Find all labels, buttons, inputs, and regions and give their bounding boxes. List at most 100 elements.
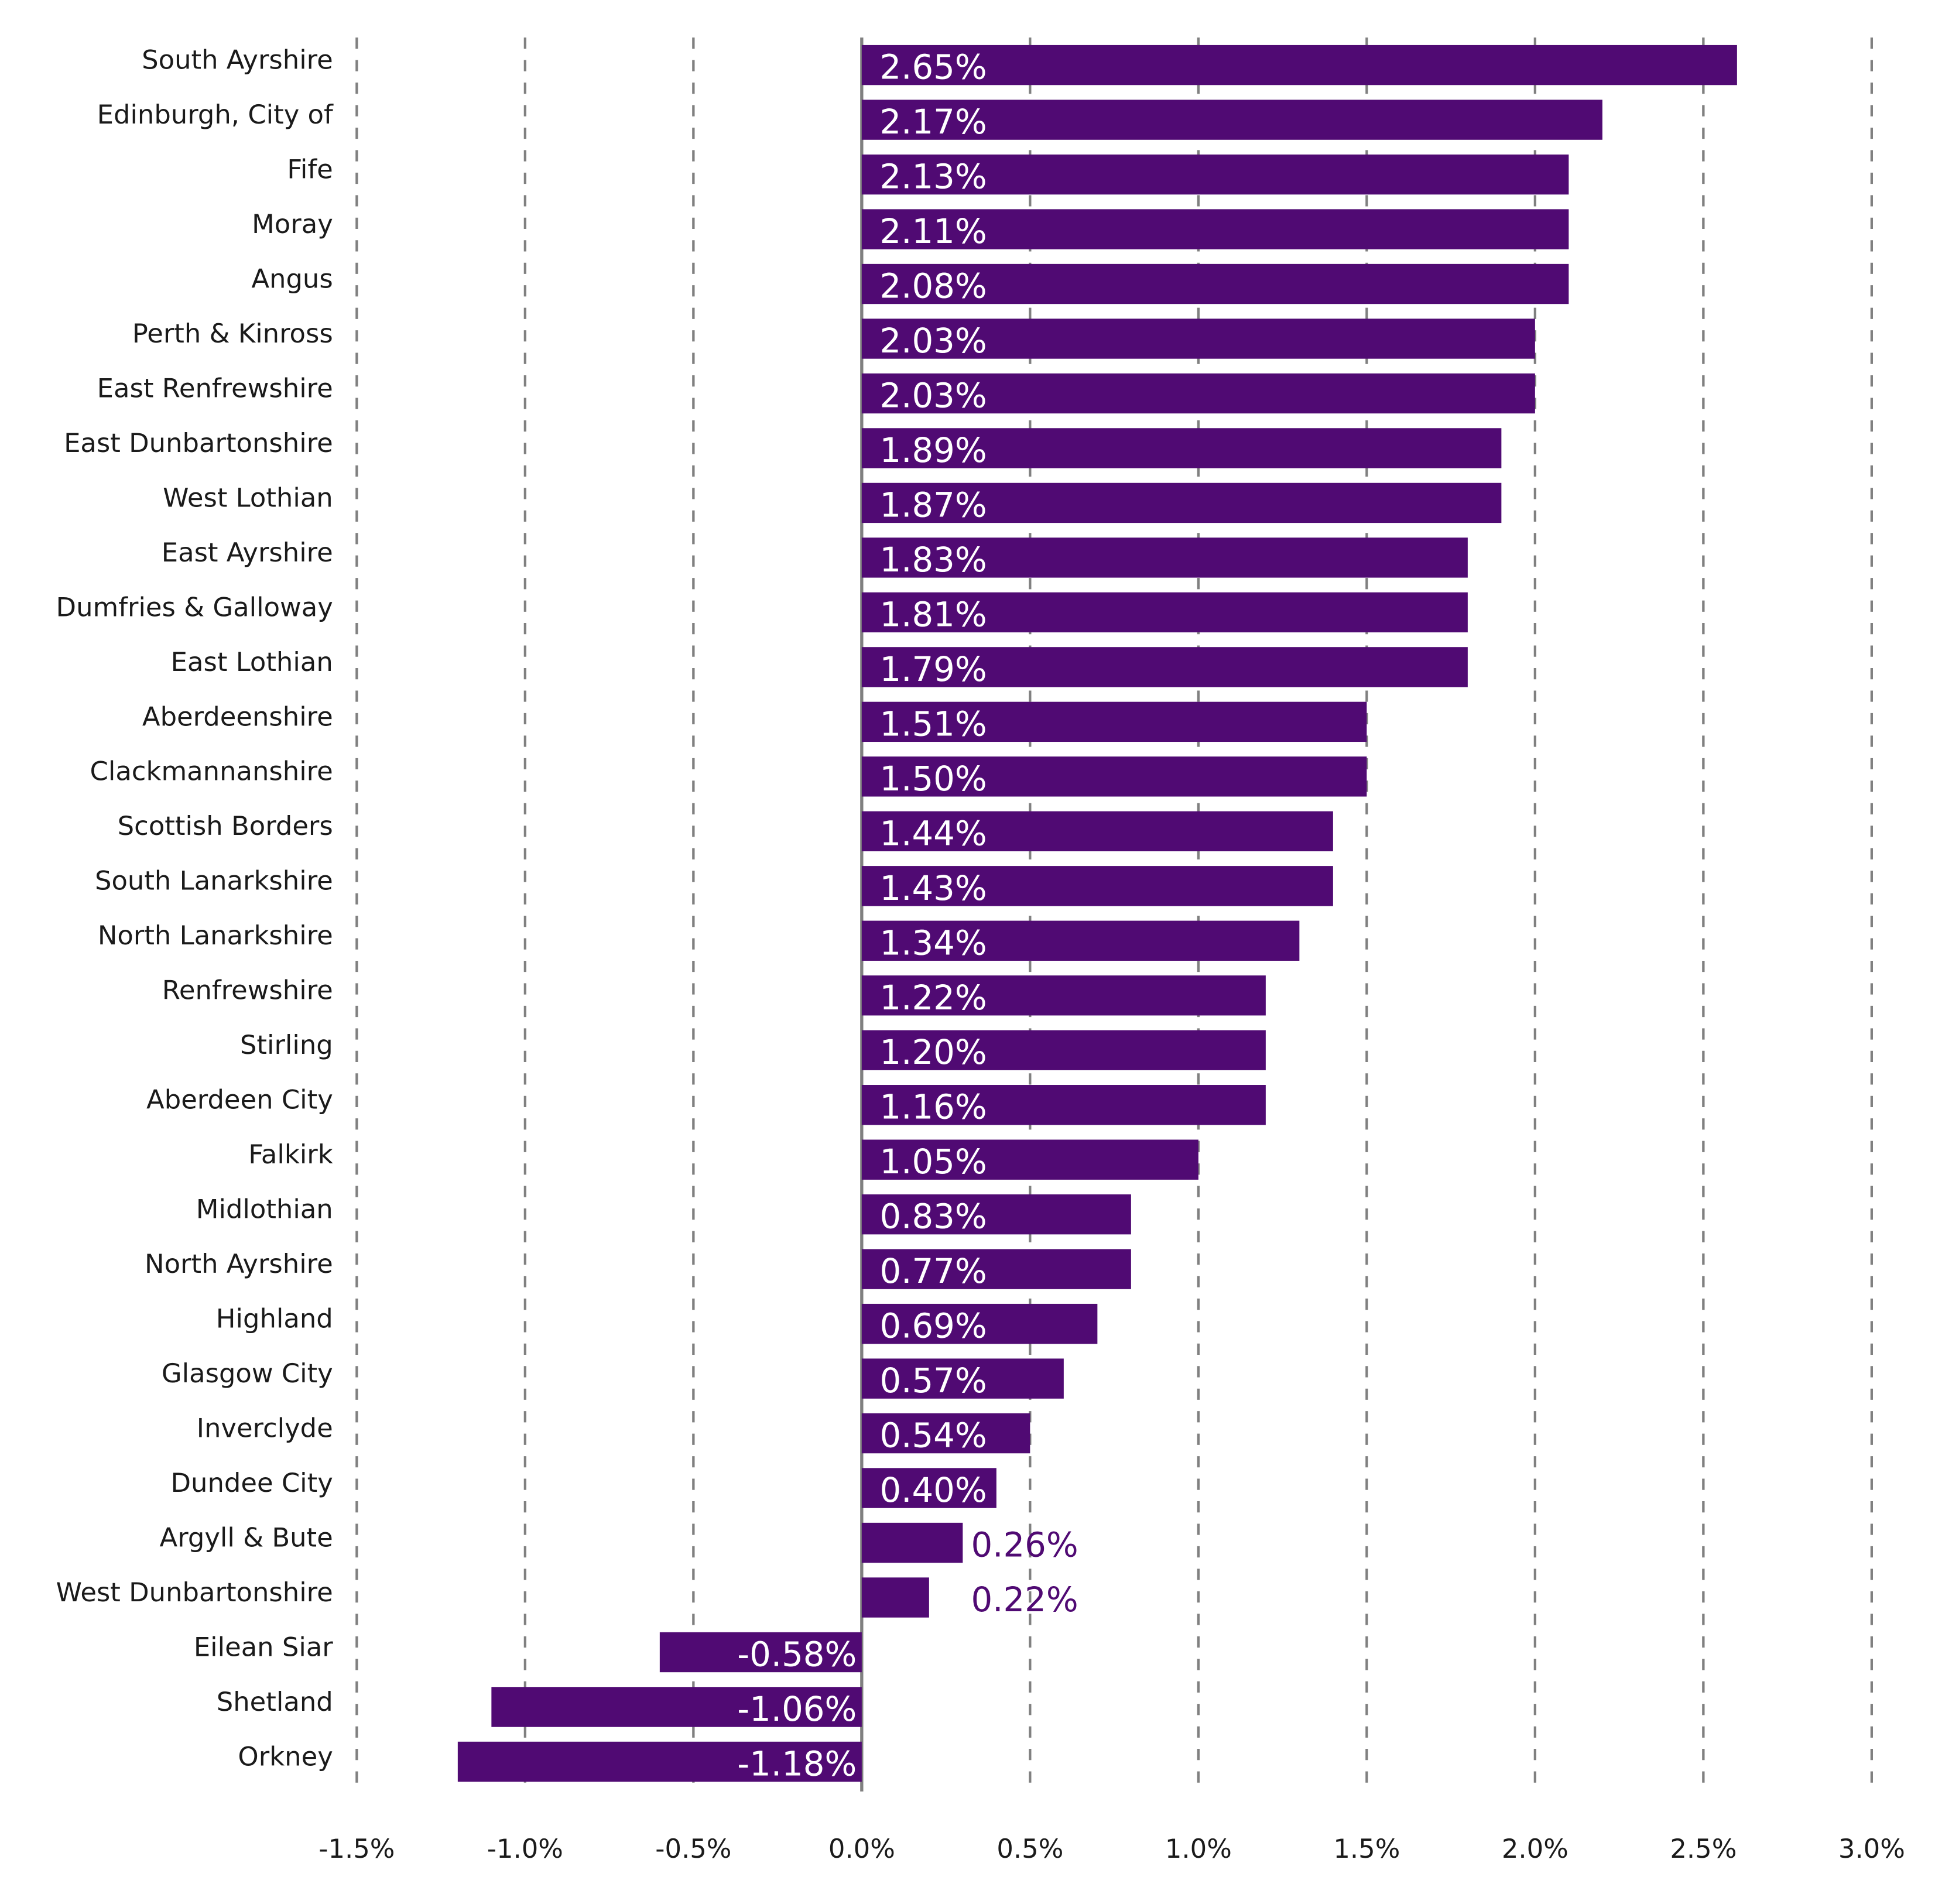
bar xyxy=(861,100,1602,140)
x-tick-label: -1.5% xyxy=(319,1833,395,1864)
category-label: Highland xyxy=(216,1303,333,1334)
data-label: 1.87% xyxy=(879,485,987,525)
x-tick-label: 1.0% xyxy=(1165,1833,1232,1864)
bar xyxy=(861,44,1737,85)
data-label: -0.58% xyxy=(737,1635,857,1674)
data-label: 1.34% xyxy=(879,923,987,963)
x-tick-label: -0.5% xyxy=(655,1833,731,1864)
category-label: East Lothian xyxy=(171,646,333,677)
data-label: 2.13% xyxy=(879,157,987,197)
category-label: Stirling xyxy=(240,1029,333,1060)
bar xyxy=(861,811,1333,851)
category-label: Aberdeen City xyxy=(146,1084,333,1115)
category-label: Angus xyxy=(251,263,333,294)
data-label: 2.17% xyxy=(879,102,987,142)
bar xyxy=(861,209,1569,249)
bar xyxy=(861,1577,929,1618)
bar xyxy=(861,1030,1266,1070)
category-label: East Renfrewshire xyxy=(97,372,333,403)
category-label: Clackmannanshire xyxy=(90,756,333,787)
category-label: Midlothian xyxy=(196,1194,333,1225)
data-label: 2.03% xyxy=(879,375,987,415)
data-label: 0.77% xyxy=(879,1251,987,1291)
bar xyxy=(861,920,1300,961)
data-label: 1.83% xyxy=(879,540,987,580)
bar xyxy=(861,263,1569,304)
bar xyxy=(861,1522,963,1563)
data-label: 1.05% xyxy=(879,1142,987,1182)
bar xyxy=(861,592,1468,633)
bar xyxy=(659,1632,862,1673)
bar xyxy=(861,1085,1266,1125)
x-tick-label: 3.0% xyxy=(1838,1833,1905,1864)
category-label: Inverclyde xyxy=(197,1412,333,1443)
x-tick-label: -1.0% xyxy=(487,1833,563,1864)
bar xyxy=(861,537,1468,578)
x-tick-label: 0.0% xyxy=(828,1833,895,1864)
x-tick-label: 1.5% xyxy=(1333,1833,1400,1864)
category-label: South Lanarkshire xyxy=(95,865,333,896)
data-label: 0.69% xyxy=(879,1306,987,1346)
category-label: Glasgow City xyxy=(162,1358,333,1389)
bar xyxy=(861,756,1367,797)
data-label: 2.11% xyxy=(879,211,987,251)
data-labels: 2.65% 2.17% 2.13% 2.11% 2.08% 2.03% 2.03% 1.89%… xyxy=(737,47,1078,1784)
data-label: 1.50% xyxy=(879,759,987,799)
data-label: 2.03% xyxy=(879,321,987,361)
bar xyxy=(861,647,1468,687)
bar xyxy=(861,866,1333,906)
category-label: Dumfries & Galloway xyxy=(56,591,333,622)
bar xyxy=(861,319,1535,359)
bar xyxy=(861,373,1535,414)
data-label: 2.65% xyxy=(879,47,987,87)
data-label: 1.81% xyxy=(879,594,987,634)
category-labels: South Ayrshire Edinburgh, City of Fife Mora… xyxy=(56,44,334,1772)
category-label: East Ayrshire xyxy=(162,537,333,568)
data-label: 0.40% xyxy=(879,1470,987,1510)
category-label: Falkirk xyxy=(248,1139,333,1170)
data-label: 0.26% xyxy=(971,1525,1078,1565)
data-label: 1.44% xyxy=(879,813,987,853)
category-label: Aberdeenshire xyxy=(142,701,333,732)
category-label: Argyll & Bute xyxy=(160,1522,333,1553)
bars xyxy=(457,44,1737,1782)
data-label: 1.22% xyxy=(879,978,987,1018)
category-label: Shetland xyxy=(217,1686,333,1717)
bar xyxy=(861,482,1502,523)
data-label: 0.57% xyxy=(879,1361,987,1400)
category-label: Fife xyxy=(287,153,333,184)
data-label: 0.22% xyxy=(971,1580,1078,1619)
category-label: North Lanarkshire xyxy=(98,920,333,951)
category-label: Edinburgh, City of xyxy=(97,99,334,130)
x-tick-label: 2.5% xyxy=(1670,1833,1737,1864)
bar xyxy=(861,428,1502,468)
bar xyxy=(861,1139,1198,1180)
category-label: West Dunbartonshire xyxy=(56,1577,333,1608)
data-label: 1.89% xyxy=(879,430,987,470)
category-label: Orkney xyxy=(238,1741,333,1772)
bar xyxy=(861,1468,996,1508)
category-label: Scottish Borders xyxy=(118,810,333,841)
category-label: Moray xyxy=(252,208,333,239)
category-label: East Dunbartonshire xyxy=(64,427,333,458)
category-label: Dundee City xyxy=(170,1467,333,1498)
bar xyxy=(861,1249,1131,1289)
bar xyxy=(861,701,1367,742)
data-label: 2.08% xyxy=(879,266,987,306)
data-label: 1.43% xyxy=(879,868,987,908)
data-label: 0.54% xyxy=(879,1416,987,1456)
bar xyxy=(491,1687,862,1727)
x-tick-label: 2.0% xyxy=(1502,1833,1569,1864)
data-label: -1.06% xyxy=(737,1689,857,1729)
bar xyxy=(861,1194,1131,1235)
data-label: -1.18% xyxy=(737,1744,857,1783)
bar xyxy=(861,154,1569,195)
category-label: West Lothian xyxy=(163,482,333,513)
data-label: 1.79% xyxy=(879,649,987,689)
category-label: North Ayrshire xyxy=(145,1248,333,1279)
bar xyxy=(861,1358,1064,1399)
x-axis-tick-labels: -1.5% -1.0% -0.5% 0.0% 0.5% 1.0% 1.5% 2.0% 2.5% 3… xyxy=(319,1833,1905,1864)
bar xyxy=(861,975,1266,1016)
data-label: 1.51% xyxy=(879,704,987,744)
